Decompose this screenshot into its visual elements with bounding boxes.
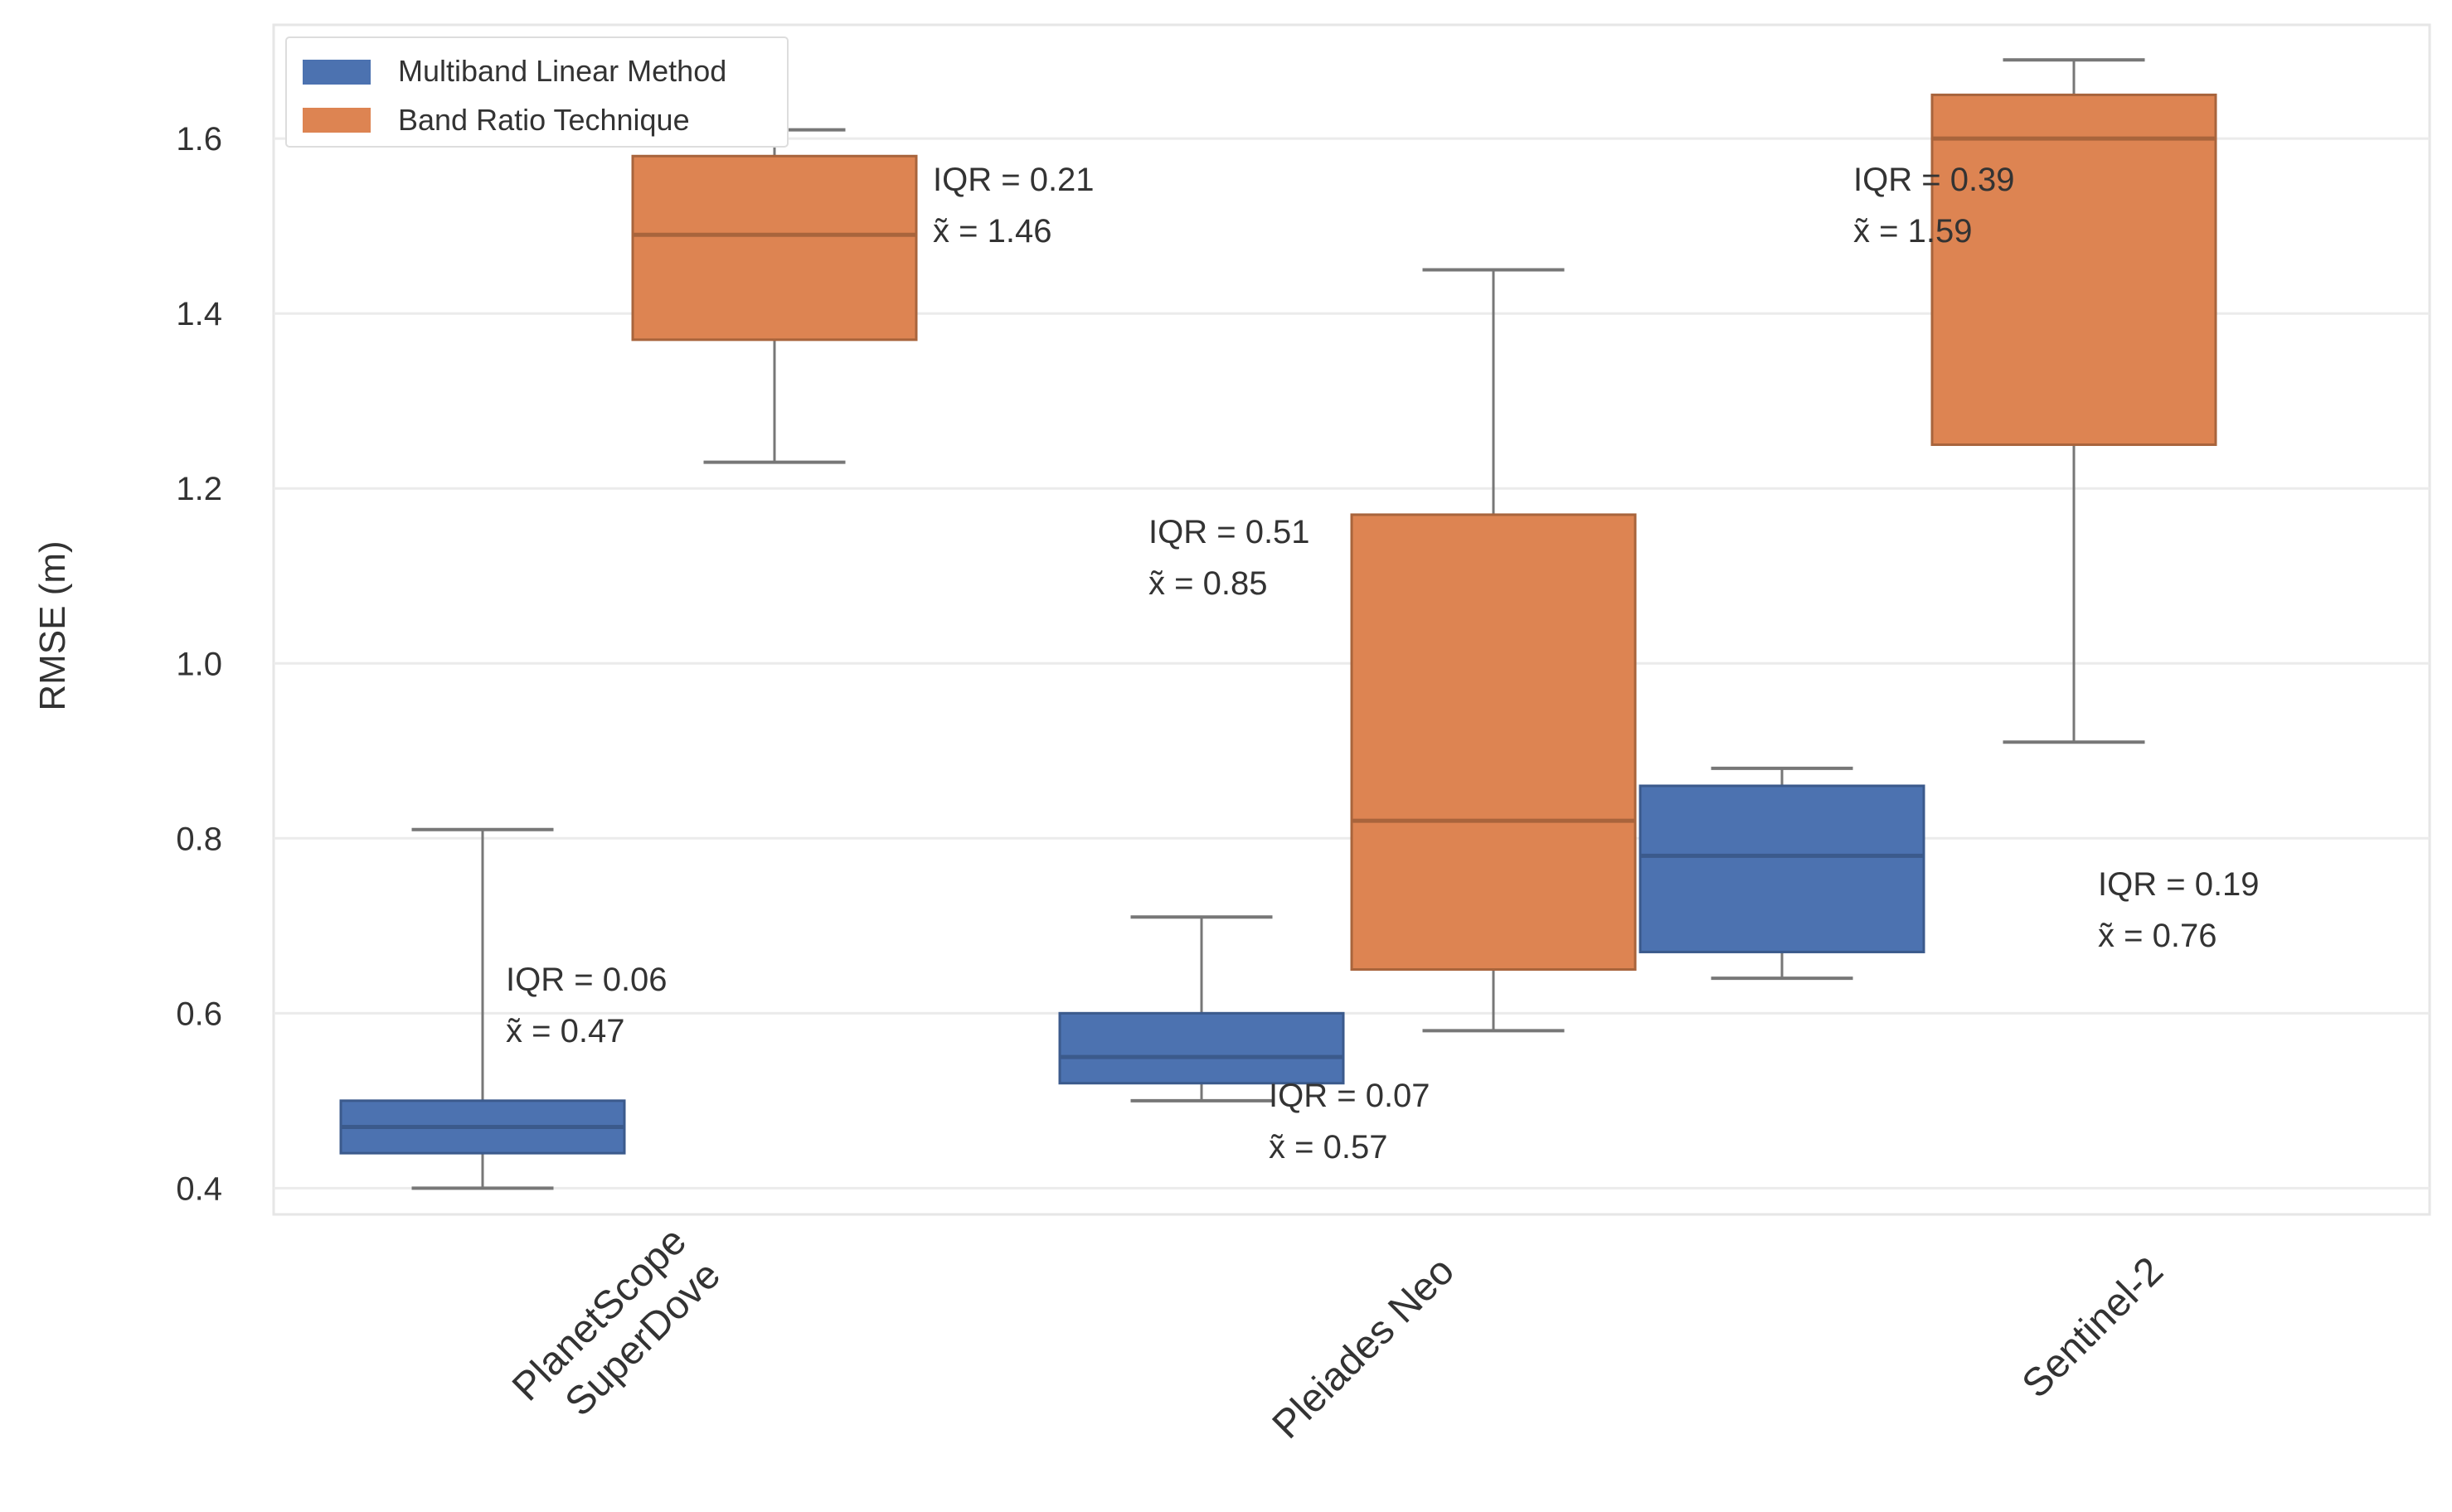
x-category-line: Pleiades Neo xyxy=(1265,1249,1463,1447)
annotation-layer: IQR = 0.06 x̃ = 0.47 IQR = 0.07 x̃ = 0.57 IQ… xyxy=(506,162,2260,1166)
y-tick-labels: 0.4 0.6 0.8 1.0 1.2 1.4 1.6 xyxy=(176,121,222,1207)
median-annotation: x̃ = 1.59 xyxy=(1853,213,1972,250)
box-band-ratio-1 xyxy=(1350,268,1637,1033)
y-axis-title: RMSE (m) xyxy=(32,540,73,710)
x-category-label-1: Pleiades Neo xyxy=(1265,1249,1463,1447)
y-tick-label: 1.6 xyxy=(176,121,222,158)
box-body xyxy=(631,154,918,342)
iqr-annotation: IQR = 0.21 xyxy=(933,162,1095,198)
median-annotation: x̃ = 1.46 xyxy=(933,213,1051,250)
median-annotation: x̃ = 0.76 xyxy=(2098,918,2217,954)
x-category-label-2: Sentinel-2 xyxy=(2014,1249,2172,1407)
y-tick-label: 1.2 xyxy=(176,471,222,507)
y-tick-label: 0.4 xyxy=(176,1170,222,1207)
legend-frame xyxy=(285,36,789,148)
iqr-annotation: IQR = 0.39 xyxy=(1853,162,2015,198)
x-category-line: Sentinel-2 xyxy=(2014,1249,2172,1407)
box-body xyxy=(1058,1011,1345,1085)
legend: Multiband Linear Method Band Ratio Techn… xyxy=(285,36,789,148)
legend-label-band-ratio: Band Ratio Technique xyxy=(398,103,690,137)
box-band-ratio-2 xyxy=(1930,58,2217,744)
box-layer xyxy=(339,58,2217,1190)
box-multiband-2 xyxy=(1639,766,1925,981)
legend-swatch-band-ratio xyxy=(303,108,371,133)
legend-label-multiband: Multiband Linear Method xyxy=(398,54,726,88)
box-multiband-0 xyxy=(339,827,626,1190)
y-tick-label: 0.8 xyxy=(176,821,222,857)
box-band-ratio-0 xyxy=(631,128,918,464)
box-multiband-1 xyxy=(1058,915,1345,1102)
box-body xyxy=(1639,784,1925,953)
y-tick-label: 1.0 xyxy=(176,646,222,682)
iqr-annotation: IQR = 0.19 xyxy=(2098,866,2260,903)
iqr-annotation: IQR = 0.51 xyxy=(1148,514,1310,550)
legend-swatch-multiband xyxy=(303,60,371,85)
iqr-annotation: IQR = 0.07 xyxy=(1269,1078,1430,1114)
median-annotation: x̃ = 0.57 xyxy=(1269,1129,1387,1166)
y-tick-label: 0.6 xyxy=(176,996,222,1032)
box-body xyxy=(1930,93,2217,446)
box-body xyxy=(1350,513,1637,972)
median-annotation: x̃ = 0.47 xyxy=(506,1013,624,1049)
median-annotation: x̃ = 0.85 xyxy=(1148,565,1267,602)
iqr-annotation: IQR = 0.06 xyxy=(506,962,668,998)
y-tick-label: 1.4 xyxy=(176,296,222,332)
